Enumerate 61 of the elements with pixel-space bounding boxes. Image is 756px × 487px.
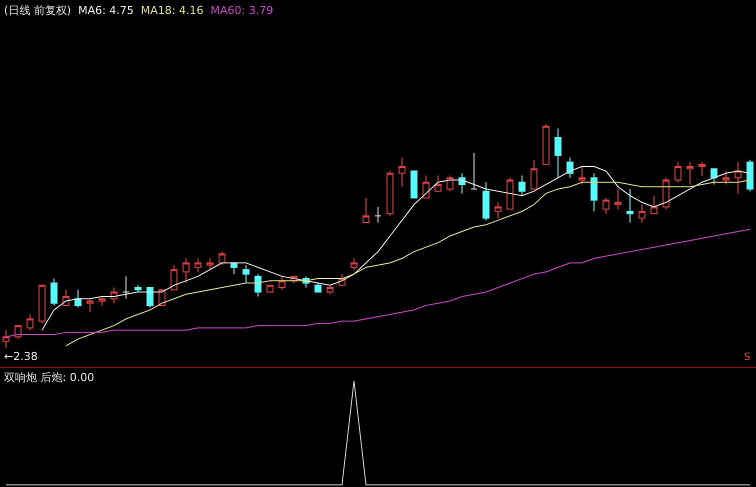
candlestick <box>530 159 538 190</box>
candlestick <box>2 330 10 348</box>
candlestick <box>566 157 574 178</box>
candlestick <box>626 188 634 224</box>
candlestick <box>542 124 550 165</box>
candlestick <box>518 175 526 196</box>
candlestick <box>506 177 514 210</box>
text: S <box>744 352 750 363</box>
chart-title: (日线 前复权) <box>4 4 72 17</box>
candlestick <box>86 298 94 313</box>
candlestick <box>38 284 46 324</box>
candlestick <box>434 175 442 192</box>
candlestick <box>386 170 394 216</box>
candlestick <box>326 284 334 295</box>
candlestick <box>590 172 598 212</box>
candlestick <box>122 276 130 300</box>
candlestick <box>218 251 226 266</box>
candlestick <box>458 172 466 194</box>
candlestick <box>698 162 706 176</box>
candlestick <box>314 282 322 292</box>
candlestick <box>482 182 490 221</box>
candlestick <box>614 188 622 210</box>
candlestick <box>494 202 502 219</box>
candlestick <box>746 159 754 192</box>
candlestick <box>638 204 646 224</box>
candlestick <box>554 128 562 178</box>
candlestick <box>26 314 34 331</box>
candlestick <box>14 325 22 340</box>
candlestick <box>194 258 202 272</box>
candlestick <box>374 206 382 224</box>
candlestick <box>254 274 262 297</box>
candlestick <box>266 284 274 292</box>
candlestick <box>146 287 154 308</box>
text: ←2.38 <box>4 350 38 363</box>
candlestick <box>350 258 358 270</box>
candlestick <box>398 157 406 188</box>
candlestick <box>650 195 658 214</box>
candlestick <box>662 177 670 210</box>
candlestick <box>170 264 178 290</box>
candlestick <box>710 168 718 185</box>
candlestick <box>722 170 730 185</box>
text: MA60: 3.79 <box>210 4 274 17</box>
candlestick <box>578 166 586 185</box>
candlestick <box>446 175 454 192</box>
candlestick <box>206 258 214 270</box>
candlestick <box>674 162 682 183</box>
text: MA6: 4.75 <box>78 4 134 17</box>
candlestick <box>242 264 250 284</box>
text: MA18: 4.16 <box>140 4 204 17</box>
candlestick <box>98 296 106 306</box>
candlestick <box>422 175 430 198</box>
candlestick <box>362 197 370 224</box>
candlestick <box>74 289 82 308</box>
candlestick <box>50 278 58 306</box>
candlestick <box>602 197 610 214</box>
candlestick <box>182 258 190 284</box>
chart-title: 双响炮 后炮: 0.00 <box>4 371 94 384</box>
candlestick <box>734 162 742 194</box>
candlestick <box>410 170 418 198</box>
candlestick <box>134 284 142 292</box>
candlestick <box>686 162 694 185</box>
